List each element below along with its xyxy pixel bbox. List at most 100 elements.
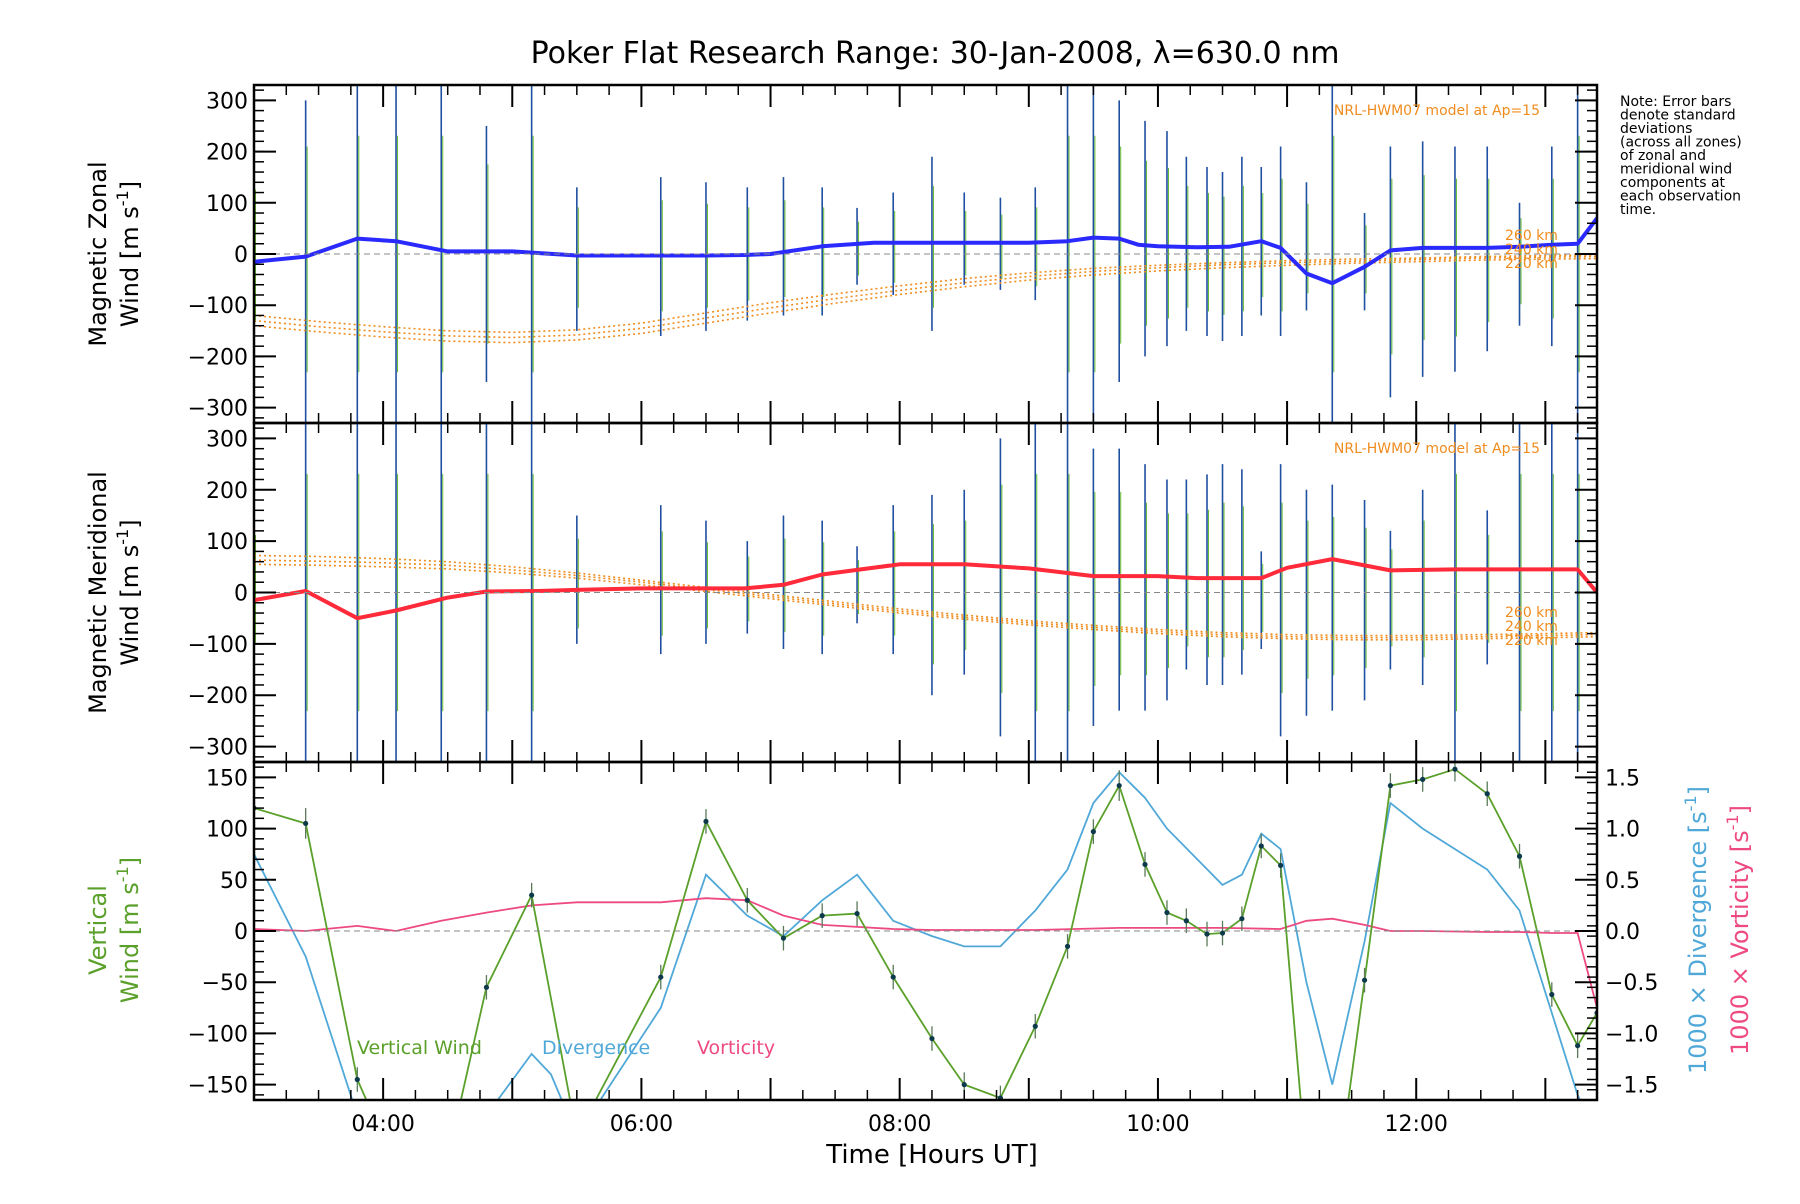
vertical-wind-point — [303, 820, 309, 827]
y-tick-label: −300 — [188, 397, 248, 422]
zonal-y-axis-title: Magnetic Zonal Wind [m s-1] — [84, 161, 144, 346]
note-line: meridional wind — [1620, 162, 1732, 178]
x-tick-label: 06:00 — [610, 1112, 673, 1137]
y-tick-label: 50 — [220, 869, 248, 894]
note-line: denote standard — [1620, 108, 1736, 124]
x-tick-label: 12:00 — [1385, 1112, 1448, 1137]
y-tick-label: 300 — [206, 89, 248, 114]
panel-frame — [252, 760, 1599, 1102]
model-line-3 — [254, 563, 1597, 641]
divergence-y-axis-title-text: 1000 × Divergence [s-1] — [1681, 786, 1712, 1074]
model-alt-label: 240 km — [1505, 242, 1558, 258]
model-alt-label: 220 km — [1505, 633, 1558, 649]
y-tick-label: 300 — [206, 427, 248, 452]
vertical-wind-point — [354, 1076, 360, 1083]
zonal-y-axis-title-line2: Wind [m s-1] — [113, 181, 144, 327]
x-axis-title: Time [Hours UT] — [825, 1140, 1038, 1170]
legend-item: Vertical Wind — [357, 1037, 482, 1059]
note-line: Note: Error bars — [1620, 94, 1731, 110]
vertical-y-axis-title-line1: Vertical — [84, 885, 112, 975]
model-alt-label: 260 km — [1505, 605, 1558, 621]
vertical-wind-point — [1361, 977, 1368, 983]
vertical-wind-point — [574, 1133, 579, 1138]
vertical-panel: −150 −100 −50 0 50 100 150 −1.5 −1.0 −0.5 0.0 0.5 1.… — [84, 760, 1754, 1189]
vertical-wind-point — [1452, 766, 1458, 772]
vertical-wind-point — [961, 1082, 967, 1088]
y-tick-label: 100 — [206, 192, 248, 217]
y-tick-label: 0 — [234, 920, 248, 945]
vertical-wind-point — [483, 984, 490, 990]
right-tick-label: 1.5 — [1605, 766, 1640, 791]
vorticity-y-axis-title-text: 1000 × Vorticity [s-1] — [1723, 805, 1754, 1055]
vertical-wind-point — [1142, 861, 1148, 868]
meridional-wind-line — [254, 557, 1597, 621]
y-tick-label: −200 — [188, 345, 248, 370]
y-tick-label: −300 — [188, 736, 248, 761]
model-line-3 — [254, 257, 1597, 344]
vertical-wind-point — [439, 1184, 444, 1189]
model-alt-label: 220 km — [1505, 256, 1558, 272]
model-line-2 — [254, 559, 1597, 639]
vertical-wind-point — [1064, 943, 1071, 949]
vertical-wind-point — [1420, 776, 1426, 783]
y-tick-label: 0 — [234, 243, 248, 268]
right-tick-label: 1.0 — [1605, 818, 1640, 843]
vertical-wind-point — [1219, 930, 1226, 936]
meridional-plot-area — [254, 423, 1597, 762]
vertical-wind-point — [1183, 918, 1189, 924]
note-line: time. — [1620, 202, 1656, 218]
model-label: NRL-HWM07 model at Ap=15 — [1334, 441, 1540, 457]
vertical-wind-point — [744, 897, 750, 903]
y-tick-label: 0 — [234, 582, 248, 607]
vertical-wind-point — [1304, 1164, 1309, 1169]
vertical-wind-point — [1516, 853, 1523, 859]
legend-item: Vorticity — [697, 1037, 775, 1059]
y-tick-label: −100 — [188, 1022, 248, 1047]
right-tick-label: 0.0 — [1605, 920, 1640, 945]
vertical-wind-point — [393, 1164, 398, 1169]
vertical-wind-point — [1575, 1043, 1581, 1049]
legend-item: Divergence — [542, 1037, 650, 1059]
model-label: NRL-HWM07 model at Ap=15 — [1334, 103, 1540, 119]
y-tick-label: −50 — [202, 971, 248, 996]
model-alt-label: 240 km — [1505, 619, 1558, 635]
vertical-wind-point — [1090, 829, 1096, 835]
vorticity-y-axis-title: 1000 × Vorticity [s-1] — [1723, 805, 1754, 1055]
y-tick-label: −200 — [188, 684, 248, 709]
vertical-wind-point — [819, 913, 825, 919]
vertical-wind-point — [1258, 843, 1264, 849]
vertical-y-axis-title: Vertical Wind [m s-1] — [84, 857, 144, 1003]
vertical-wind-point — [529, 892, 535, 898]
model-line-1 — [254, 554, 1597, 637]
right-tick-label: −1.5 — [1605, 1074, 1658, 1099]
x-tick-label: 04:00 — [351, 1112, 414, 1137]
divergence-line — [254, 770, 1582, 1100]
vertical-wind-point — [890, 974, 896, 980]
y-tick-label: 100 — [206, 818, 248, 843]
note-line: components at — [1620, 175, 1726, 191]
vertical-wind-point — [1484, 791, 1490, 797]
meridional-panel: −300 −200 −100 0 100 200 300 NRL-HWM07 model at… — [84, 421, 1599, 764]
y-tick-label: 100 — [206, 530, 248, 555]
y-tick-label: −100 — [188, 294, 248, 319]
legend: Vertical Wind Divergence Vorticity — [357, 1037, 775, 1059]
chart-title: Poker Flat Research Range: 30-Jan-2008, … — [531, 36, 1340, 71]
meridional-y-axis-title: Magnetic Meridional Wind [m s-1] — [84, 471, 144, 714]
x-tick-label: 08:00 — [868, 1112, 931, 1137]
vertical-wind-point — [929, 1035, 935, 1042]
vertical-wind-point — [703, 818, 709, 825]
y-tick-label: 150 — [206, 766, 248, 791]
vertical-wind-point — [1387, 782, 1393, 789]
vertical-wind-point — [854, 910, 860, 917]
y-tick-label: −150 — [188, 1074, 248, 1099]
vertical-y-axis-title-line2: Wind [m s-1] — [113, 857, 144, 1003]
vertical-wind-point — [1204, 931, 1210, 937]
vertical-wind-point — [780, 935, 787, 941]
vertical-wind-point — [1549, 991, 1555, 998]
note-line: deviations — [1620, 121, 1692, 137]
right-tick-label: 0.5 — [1605, 869, 1640, 894]
model-alt-label: 260 km — [1505, 228, 1558, 244]
x-tick-label: 10:00 — [1126, 1112, 1189, 1137]
right-tick-label: −1.0 — [1605, 1022, 1658, 1047]
